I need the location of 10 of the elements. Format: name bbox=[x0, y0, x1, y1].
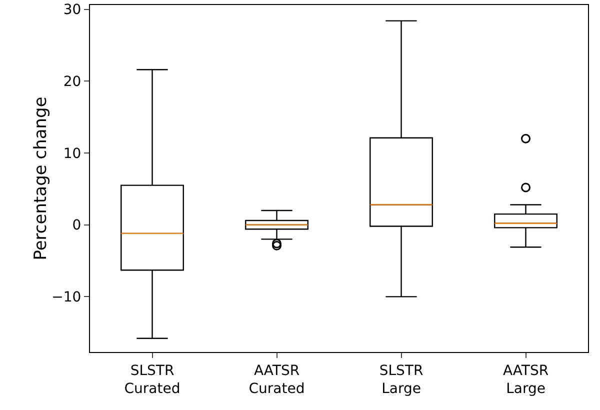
x-tick-label: AATSR Large bbox=[502, 362, 549, 397]
y-tick-label: 0 bbox=[72, 218, 82, 234]
x-tick-label: SLSTR Large bbox=[379, 362, 424, 397]
y-axis-title: Percentage change bbox=[31, 96, 51, 260]
y-tick-label: 30 bbox=[63, 2, 82, 18]
x-tick-label: SLSTR Curated bbox=[124, 362, 180, 397]
x-tick-label: AATSR Curated bbox=[248, 362, 305, 397]
y-tick-label: 20 bbox=[63, 74, 82, 90]
y-tick-label: −10 bbox=[52, 290, 82, 306]
y-tick-label: 10 bbox=[63, 146, 82, 162]
